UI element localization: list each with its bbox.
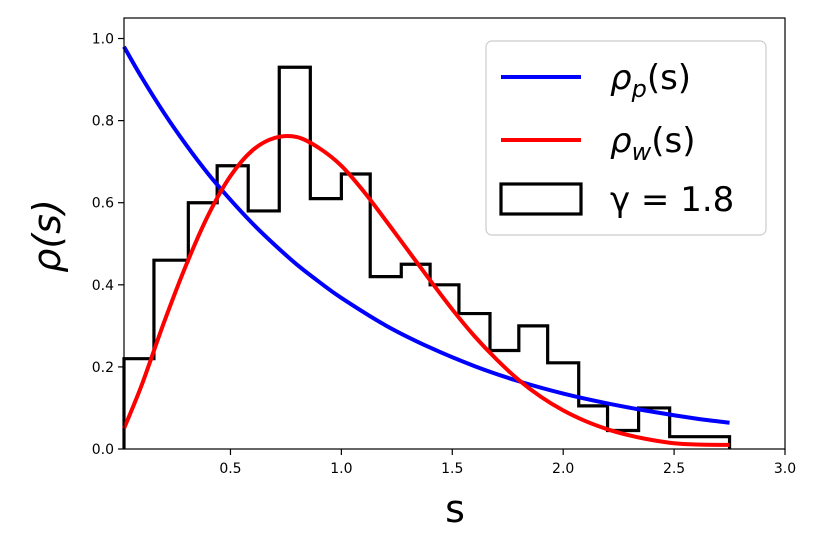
histogram-bin bbox=[279, 67, 310, 449]
plot-frame bbox=[123, 17, 786, 450]
legend-swatch-box bbox=[499, 182, 583, 216]
series-lines bbox=[122, 45, 730, 447]
y-tick-label: 0.2 bbox=[92, 360, 114, 376]
legend: ρp(s) ρw(s) γ = 1.8 bbox=[485, 40, 767, 236]
y-tick-label: 1.0 bbox=[92, 32, 114, 48]
histogram-bin bbox=[188, 203, 217, 449]
x-axis-label: s bbox=[445, 487, 465, 531]
y-axis-ticks: 0.0 0.2 0.4 0.6 0.8 1.0 bbox=[92, 32, 124, 458]
y-tick-label: 0.6 bbox=[92, 196, 114, 212]
legend-label: ρp(s) bbox=[610, 58, 691, 103]
histogram-bin bbox=[124, 359, 154, 449]
x-tick-label: 2.0 bbox=[552, 461, 574, 477]
y-tick-label: 0.0 bbox=[92, 442, 114, 458]
x-tick-label: 0.5 bbox=[219, 461, 241, 477]
histogram-bin bbox=[401, 264, 430, 449]
x-axis-ticks: 0.5 1.0 1.5 2.0 2.5 3.0 bbox=[219, 449, 796, 477]
x-tick-label: 2.5 bbox=[663, 461, 685, 477]
x-tick-label: 1.5 bbox=[441, 461, 463, 477]
histogram-bin bbox=[217, 166, 248, 449]
x-tick-label: 1.0 bbox=[330, 461, 352, 477]
x-tick-label: 3.0 bbox=[774, 461, 796, 477]
legend-label: γ = 1.8 bbox=[610, 180, 734, 220]
histogram-bin bbox=[154, 260, 188, 449]
histogram-bin bbox=[310, 199, 341, 449]
histogram-bin bbox=[370, 277, 401, 449]
series-line-rho-w bbox=[122, 133, 730, 447]
y-axis-label: ρ(s) bbox=[25, 199, 69, 273]
y-tick-label: 0.4 bbox=[92, 278, 114, 294]
legend-box bbox=[485, 40, 767, 236]
legend-label: ρw(s) bbox=[610, 121, 695, 166]
y-tick-label: 0.8 bbox=[92, 114, 114, 130]
series-line-rho-p bbox=[122, 45, 730, 425]
